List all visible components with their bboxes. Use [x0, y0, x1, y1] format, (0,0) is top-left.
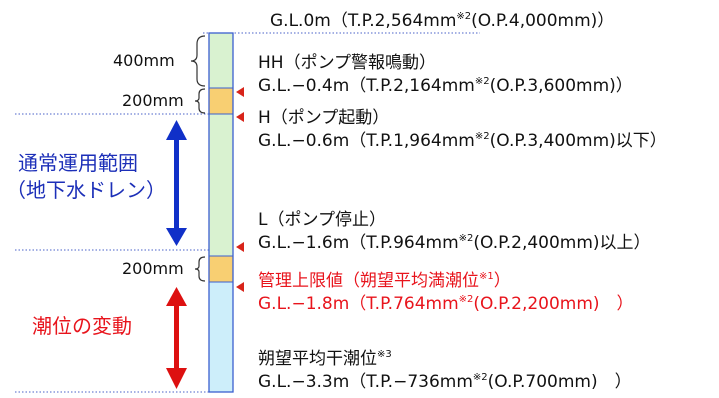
gl-value: G.L.−1.6m — [258, 233, 350, 253]
normal-range-arrow — [166, 120, 187, 246]
limit-name-end: ） — [493, 271, 511, 291]
low-name: 朔望平均干潮位 — [258, 349, 377, 369]
level-h-text: G.L.−0.6m（T.P.1,964mm※2(O.P.3,400mm)以下） — [258, 131, 667, 151]
red-arrow-head-bottom — [166, 368, 187, 389]
red-arrow-head-top — [166, 287, 187, 306]
brace-400mm — [190, 35, 206, 87]
column-yellow-lower — [209, 256, 233, 282]
level-l-text: G.L.−1.6m（T.P.964mm※2(O.P.2,400mm)以上） — [258, 233, 651, 253]
tp-value: （T.P.2,164mm — [349, 76, 475, 96]
level-hh-name: HH（ポンプ警報鳴動） — [258, 53, 437, 73]
dimension-200mm-lower: 200mm — [122, 259, 184, 278]
gl-value: G.L.−1.8m — [258, 294, 350, 314]
note-mark: ※2 — [474, 131, 490, 142]
blue-arrow-shaft — [174, 136, 179, 232]
brace-200mm-upper — [194, 88, 206, 114]
note-mark: ※2 — [472, 372, 488, 383]
blue-arrow-head-bottom — [166, 228, 187, 246]
level-h-name: H（ポンプ起動） — [258, 108, 390, 128]
reference-lines — [15, 32, 480, 393]
level-pointer-l — [236, 242, 244, 252]
tp-value: （T.P.764mm — [349, 294, 459, 314]
level-gl0-text: G.L.0m（T.P.2,564mm※2(O.P.4,000mm)） — [270, 11, 614, 31]
level-pointer-hh — [236, 87, 244, 97]
column-green-segment — [209, 33, 233, 88]
note-mark: ※1 — [479, 271, 494, 282]
op-value: (O.P.4,000mm)） — [471, 11, 615, 31]
gl-value: G.L.−0.4m — [258, 76, 350, 96]
tide-range-label: 潮位の変動 — [32, 314, 132, 338]
limit-name: 管理上限値（朔望平均満潮位 — [258, 271, 479, 291]
dimension-400mm: 400mm — [113, 51, 175, 70]
column-blue-segment — [209, 282, 233, 392]
dimension-200mm-upper: 200mm — [122, 91, 184, 110]
level-pointer-limit — [236, 282, 244, 292]
note-mark: ※2 — [458, 294, 474, 305]
normal-range-label-2: （地下水ドレン） — [6, 178, 166, 202]
level-hh-text: G.L.−0.4m（T.P.2,164mm※2(O.P.3,600mm)） — [258, 76, 633, 96]
note-mark: ※2 — [458, 233, 474, 244]
blue-arrow-head-top — [166, 120, 187, 140]
tp-value: （T.P.−736mm — [349, 372, 473, 392]
gl-value: G.L.−0.6m — [258, 131, 350, 151]
level-limit-name: 管理上限値（朔望平均満潮位※1） — [258, 271, 511, 291]
op-value: (O.P.2,200mm) ） — [473, 294, 634, 314]
op-value: (O.P.3,400mm)以下） — [489, 131, 667, 151]
note-mark: ※3 — [377, 349, 392, 360]
level-l-name: L（ポンプ停止） — [258, 210, 386, 230]
brace-200mm-lower — [194, 256, 206, 282]
op-value: (O.P.700mm) ） — [487, 372, 632, 392]
op-value: (O.P.3,600mm)） — [489, 76, 633, 96]
level-pointer-h — [236, 112, 244, 122]
column-yellow-upper — [209, 88, 233, 114]
gl-value: G.L.−3.3m — [258, 372, 350, 392]
red-arrow-shaft — [174, 302, 179, 372]
op-value: (O.P.2,400mm)以上） — [473, 233, 651, 253]
level-low-text: G.L.−3.3m（T.P.−736mm※2(O.P.700mm) ） — [258, 372, 632, 392]
tide-range-arrow — [166, 287, 187, 389]
tp-value: （T.P.2,564mm — [330, 11, 457, 31]
column-green-middle — [209, 114, 233, 256]
tp-value: （T.P.964mm — [349, 233, 459, 253]
level-limit-text: G.L.−1.8m（T.P.764mm※2(O.P.2,200mm) ） — [258, 294, 634, 314]
note-mark: ※2 — [474, 76, 490, 87]
normal-range-label-1: 通常運用範囲 — [18, 151, 138, 175]
tp-value: （T.P.1,964mm — [349, 131, 475, 151]
column-outline — [208, 32, 234, 393]
gl-value: G.L.0m — [270, 11, 331, 31]
note-mark: ※2 — [456, 11, 472, 22]
level-low-name: 朔望平均干潮位※3 — [258, 349, 392, 369]
